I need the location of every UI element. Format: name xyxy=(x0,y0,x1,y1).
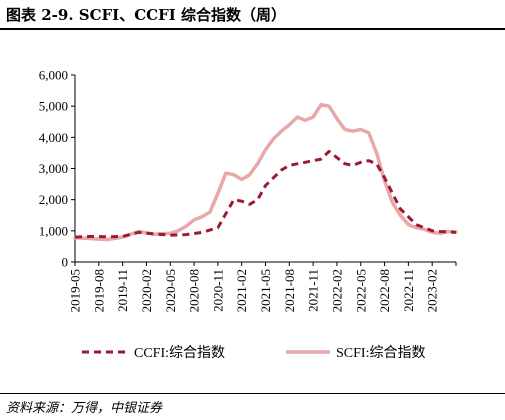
y-tick-label: 5,000 xyxy=(39,99,68,114)
chart-svg: 0 1,000 2,000 3,000 4,000 5,000 6,000 2019-05 20… xyxy=(39,68,458,361)
y-tick-label: 0 xyxy=(62,255,69,270)
x-tick-label: 2020-05 xyxy=(163,269,178,312)
x-tick-label: 2022-05 xyxy=(353,269,368,312)
y-tick-label: 6,000 xyxy=(39,68,68,83)
top-rule xyxy=(0,28,505,30)
y-tick-label: 1,000 xyxy=(39,223,68,238)
x-tick-label: 2021-02 xyxy=(234,269,249,312)
x-tick-label: 2021-08 xyxy=(282,269,297,312)
scfi-series-line xyxy=(73,102,458,242)
x-tick-label: 2021-11 xyxy=(306,269,321,312)
chart-title: 图表 2-9. SCFI、CCFI 综合指数（周） xyxy=(6,6,286,24)
y-tick-label: 3,000 xyxy=(39,161,68,176)
x-tick-label: 2019-05 xyxy=(68,269,83,312)
title-row: 图表 2-9. SCFI、CCFI 综合指数（周） xyxy=(6,3,501,29)
x-tick-label: 2022-08 xyxy=(377,269,392,312)
source-note: 资料来源：万得，中银证券 xyxy=(6,401,163,416)
ccfi-series-line xyxy=(74,149,457,239)
ccfi-legend-label: CCFI:综合指数 xyxy=(134,345,225,361)
x-tick-label: 2022-02 xyxy=(329,269,344,312)
x-tick-label: 2022-11 xyxy=(401,269,416,312)
x-tick-label: 2020-08 xyxy=(187,269,202,312)
x-tick-label: 2019-11 xyxy=(115,269,130,312)
x-tick-label: 2020-02 xyxy=(139,269,154,312)
x-tick-label: 2019-08 xyxy=(91,269,106,312)
y-tick-label: 4,000 xyxy=(39,130,68,145)
x-tick-label: 2021-05 xyxy=(258,269,273,312)
x-tick-label: 2023-02 xyxy=(425,269,440,312)
x-tick-label: 2020-11 xyxy=(210,269,225,312)
bottom-rule xyxy=(0,393,505,394)
scfi-legend-label: SCFI:综合指数 xyxy=(336,345,425,361)
y-tick-label: 2,000 xyxy=(39,192,68,207)
